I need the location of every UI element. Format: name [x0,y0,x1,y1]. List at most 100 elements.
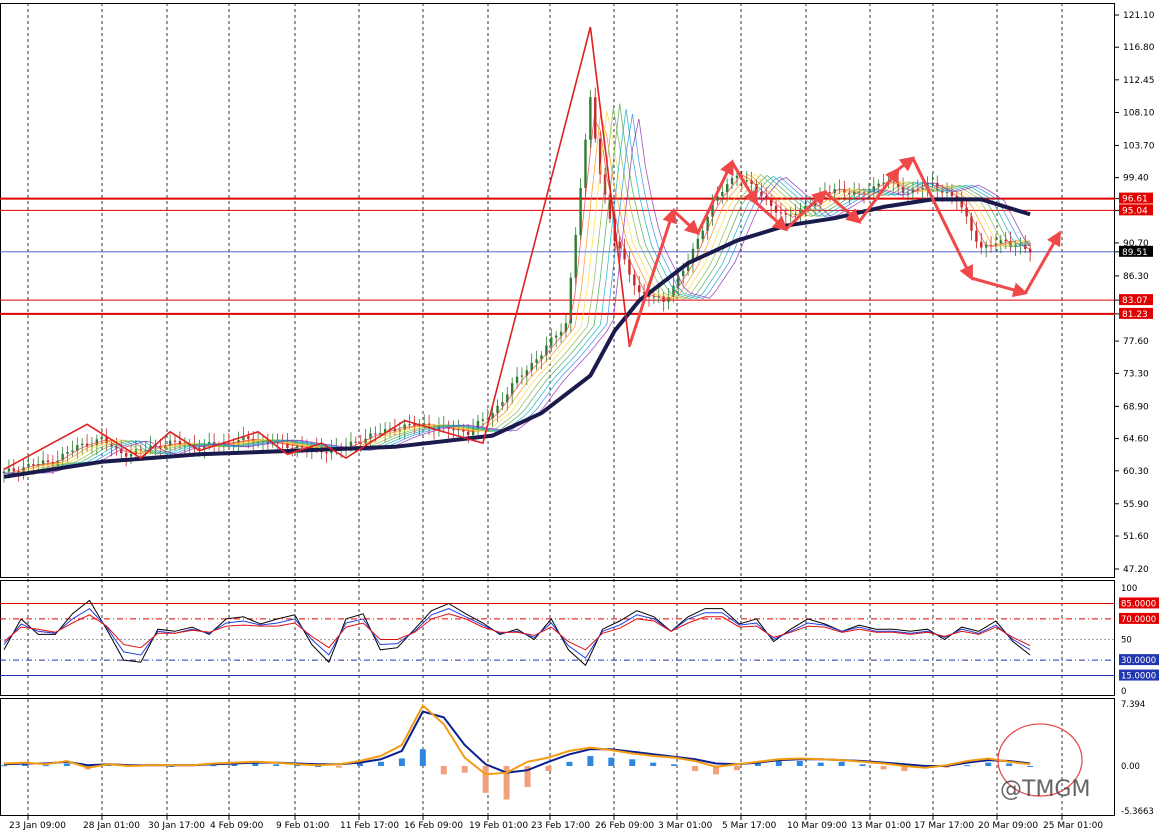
candle-body [794,213,797,215]
macd-y-tick-label: -5.3663 [1121,807,1154,817]
macd-histogram [1,749,1034,800]
candle-body [27,464,30,468]
projection-arrows [628,156,1061,347]
arrow-segment [628,207,677,347]
macd-histogram-bar [294,765,301,767]
candle-body [882,182,885,184]
candle-body [638,285,641,293]
macd-histogram-bar [629,759,636,767]
candle-body [628,259,631,275]
y-tick-label: 68.90 [1123,402,1149,412]
candle-body [672,285,675,297]
candle-body [550,337,553,346]
macd-y-tick-label: 0.00 [1121,762,1140,772]
macd-histogram-bar [273,764,280,767]
long-moving-average [3,197,1031,479]
macd-histogram-bar [587,755,594,767]
candle-body [828,192,831,194]
macd-histogram-bar [63,763,70,767]
candle-body [721,191,724,196]
x-tick-label: 20 Mar 09:00 [978,821,1038,831]
arrow-segment [1023,230,1061,294]
candle-body [686,263,690,271]
candle-body [569,277,573,324]
candle-body [452,428,455,431]
x-tick-label: 16 Feb 09:00 [404,821,463,831]
y-tick-label: 77.60 [1123,337,1149,347]
macd-histogram-bar [566,761,573,767]
candle-body [61,453,64,461]
candle-body [208,442,211,444]
candle-body [164,445,167,449]
macd-histogram-bar [817,762,824,767]
ma-ribbon-line [4,103,1031,474]
arrow-segment [755,202,789,232]
candle-body [413,424,416,426]
macd-histogram-bar [524,766,531,787]
y-tick-label: 99.40 [1123,174,1149,184]
candle-body [564,323,568,332]
y-tick-label: 73.30 [1123,369,1149,379]
macd-histogram-bar [461,766,468,773]
candle-body [691,248,695,264]
macd-histogram-bar [775,759,782,767]
candle-body [906,192,910,194]
candle-body [349,441,353,447]
watermark-text: @TMGM [1000,777,1090,802]
candle-body [784,213,788,215]
x-tick-label: 19 Feb 01:00 [469,821,528,831]
candle-body [46,460,50,463]
candle-body [22,467,25,472]
rsi-y-axis: 100 85.0000 70.0000 50 30.0000 15.0000 0 [1119,584,1159,697]
macd-histogram-bar [650,762,657,767]
macd-histogram-bar [713,766,720,775]
candle-body [711,200,714,217]
candle-body [1028,248,1032,253]
arrow-segment [911,157,973,281]
x-tick-label: 23 Jan 09:00 [9,821,66,831]
candle-body [618,241,621,249]
candle-body [291,447,294,449]
macd-histogram-bar [440,766,447,775]
candle-body [760,191,763,197]
candle-body [510,383,514,395]
candle-body [862,192,866,194]
candle-body [149,445,152,450]
y-tick-label: 51.60 [1123,532,1149,542]
macd-panel-frame [0,698,1115,816]
candle-body [579,187,582,235]
macd-histogram-bar [545,766,552,772]
candle-body [642,292,646,294]
candle-body [853,191,856,195]
candle-body [1004,239,1007,242]
candle-body [975,230,978,242]
candle-body [491,412,494,419]
candle-body [872,186,875,193]
candle-body [608,194,612,219]
level-label-bg [1119,204,1153,216]
candle-body [1014,245,1017,247]
macd-histogram-bar [733,766,740,771]
candle-body [774,205,778,213]
y-tick-label: 86.30 [1123,272,1149,282]
macd-histogram-bar [838,761,845,767]
candle-body [139,449,143,451]
candle-body [999,239,1003,244]
candle-body [940,190,944,193]
candle-body [100,437,103,440]
candle-body [843,188,846,193]
rsi-y-tick-label: 100 [1121,584,1137,594]
candle-body [584,139,587,188]
ma-ribbon-line [3,108,1031,474]
candle-body [652,296,656,298]
macd-histogram-bar [482,766,489,793]
ma-ribbon-line [3,117,1031,474]
level-label: 96.61 [1122,195,1148,205]
candle-body [115,446,118,449]
x-tick-label: 25 Mar 01:00 [1043,821,1103,831]
y-tick-label: 103.70 [1123,141,1155,151]
x-tick-label: 26 Feb 09:00 [595,821,654,831]
y-tick-label: 60.30 [1123,467,1149,477]
candle-body [467,431,470,436]
macd-histogram-bar [398,758,405,767]
